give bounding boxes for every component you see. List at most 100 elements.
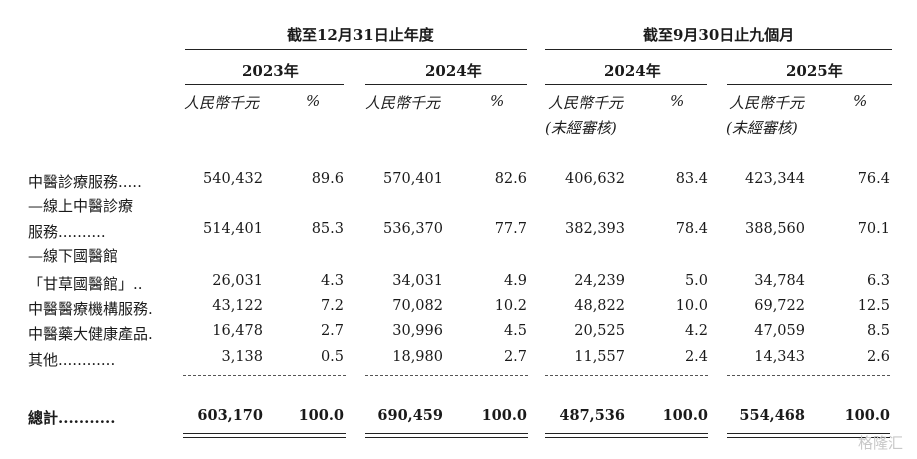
header-year-2024b: 2024年	[604, 62, 661, 80]
percent-cell: 89.6	[311, 171, 344, 187]
total-rule-3a	[545, 433, 708, 434]
percent-cell: 6.3	[866, 273, 890, 289]
percent-cell: 4.9	[503, 273, 527, 289]
unit-rmb-2: 人民幣千元	[365, 94, 441, 112]
unit-rmb-1: 人民幣千元	[184, 94, 260, 112]
total-rule-2b	[365, 437, 528, 438]
amount-cell: 70,082	[392, 298, 443, 314]
row-label: 「甘草國醫館」..	[28, 275, 143, 293]
amount-cell: 16,478	[212, 323, 263, 339]
amount-cell: 536,370	[383, 221, 443, 237]
total-percent-cell: 100.0	[298, 407, 344, 424]
header-year-2024a: 2024年	[425, 62, 482, 80]
percent-cell: 78.4	[675, 221, 708, 237]
amount-cell: 570,401	[383, 171, 443, 187]
amount-cell: 20,525	[574, 323, 625, 339]
total-rule-1b	[183, 437, 346, 438]
row-label: 中醫藥大健康產品.	[28, 325, 153, 343]
unaudited-1: (未經審核)	[545, 119, 617, 137]
subtotal-dash-4	[727, 375, 890, 376]
unaudited-2: (未經審核)	[726, 119, 798, 137]
total-percent-cell: 100.0	[481, 407, 527, 424]
total-amount-cell: 690,459	[377, 407, 443, 424]
year-rule-3	[545, 84, 707, 85]
amount-cell: 34,031	[392, 273, 443, 289]
amount-cell: 406,632	[565, 171, 625, 187]
header-year-group: 截至12月31日止年度	[287, 26, 434, 44]
row-label: 其他............	[28, 351, 116, 369]
amount-cell: 30,996	[392, 323, 443, 339]
total-amount-cell: 554,468	[739, 407, 805, 424]
percent-cell: 83.4	[675, 171, 708, 187]
total-rule-1a	[183, 433, 346, 434]
percent-cell: 76.4	[857, 171, 890, 187]
amount-cell: 34,784	[754, 273, 805, 289]
percent-cell: 10.2	[494, 298, 527, 314]
total-rule-4b	[727, 437, 890, 438]
year-rule-1	[185, 84, 344, 85]
subtotal-dash-2	[365, 375, 528, 376]
percent-cell: 5.0	[684, 273, 708, 289]
row-label: —線上中醫診療	[28, 197, 134, 215]
percent-cell: 7.2	[320, 298, 344, 314]
unit-pct-3: %	[670, 92, 685, 110]
header-rule-year	[185, 49, 527, 50]
percent-cell: 70.1	[857, 221, 890, 237]
amount-cell: 24,239	[574, 273, 625, 289]
amount-cell: 388,560	[745, 221, 805, 237]
year-rule-2	[365, 84, 527, 85]
total-label: 總計...........	[28, 409, 116, 427]
amount-cell: 423,344	[745, 171, 805, 187]
percent-cell: 2.6	[866, 349, 890, 365]
header-rule-nine	[545, 49, 892, 50]
total-rule-3b	[545, 437, 708, 438]
amount-cell: 540,432	[203, 171, 263, 187]
percent-cell: 77.7	[494, 221, 527, 237]
row-label: 中醫醫療機構服務.	[28, 300, 153, 318]
header-nine-months-group: 截至9月30日止九個月	[643, 26, 795, 44]
subtotal-dash-1	[183, 375, 346, 376]
row-label: —線下國醫館	[28, 247, 119, 265]
total-amount-cell: 487,536	[559, 407, 625, 424]
percent-cell: 4.5	[503, 323, 527, 339]
amount-cell: 11,557	[574, 349, 625, 365]
amount-cell: 43,122	[212, 298, 263, 314]
amount-cell: 26,031	[212, 273, 263, 289]
percent-cell: 4.2	[684, 323, 708, 339]
percent-cell: 85.3	[311, 221, 344, 237]
total-rule-2a	[365, 433, 528, 434]
percent-cell: 2.7	[503, 349, 527, 365]
row-label: 服務..........	[28, 223, 106, 241]
amount-cell: 382,393	[565, 221, 625, 237]
percent-cell: 4.3	[320, 273, 344, 289]
row-label: 中醫診療服務.....	[28, 173, 142, 191]
total-amount-cell: 603,170	[197, 407, 263, 424]
amount-cell: 47,059	[754, 323, 805, 339]
amount-cell: 18,980	[392, 349, 443, 365]
amount-cell: 48,822	[574, 298, 625, 314]
total-percent-cell: 100.0	[844, 407, 890, 424]
total-rule-4a	[727, 433, 890, 434]
amount-cell: 514,401	[203, 221, 263, 237]
percent-cell: 82.6	[494, 171, 527, 187]
percent-cell: 12.5	[857, 298, 890, 314]
unit-rmb-4: 人民幣千元	[729, 94, 805, 112]
watermark-logo: 格隆汇	[857, 434, 903, 452]
percent-cell: 0.5	[320, 349, 344, 365]
total-percent-cell: 100.0	[662, 407, 708, 424]
year-rule-4	[727, 84, 892, 85]
amount-cell: 14,343	[754, 349, 805, 365]
percent-cell: 2.4	[684, 349, 708, 365]
amount-cell: 3,138	[221, 349, 263, 365]
unit-rmb-3: 人民幣千元	[548, 94, 624, 112]
percent-cell: 2.7	[320, 323, 344, 339]
percent-cell: 10.0	[675, 298, 708, 314]
unit-pct-4: %	[853, 92, 868, 110]
unit-pct-2: %	[490, 92, 505, 110]
subtotal-dash-3	[545, 375, 708, 376]
header-year-2025: 2025年	[786, 62, 843, 80]
percent-cell: 8.5	[866, 323, 890, 339]
header-year-2023: 2023年	[242, 62, 299, 80]
amount-cell: 69,722	[754, 298, 805, 314]
unit-pct-1: %	[306, 92, 321, 110]
